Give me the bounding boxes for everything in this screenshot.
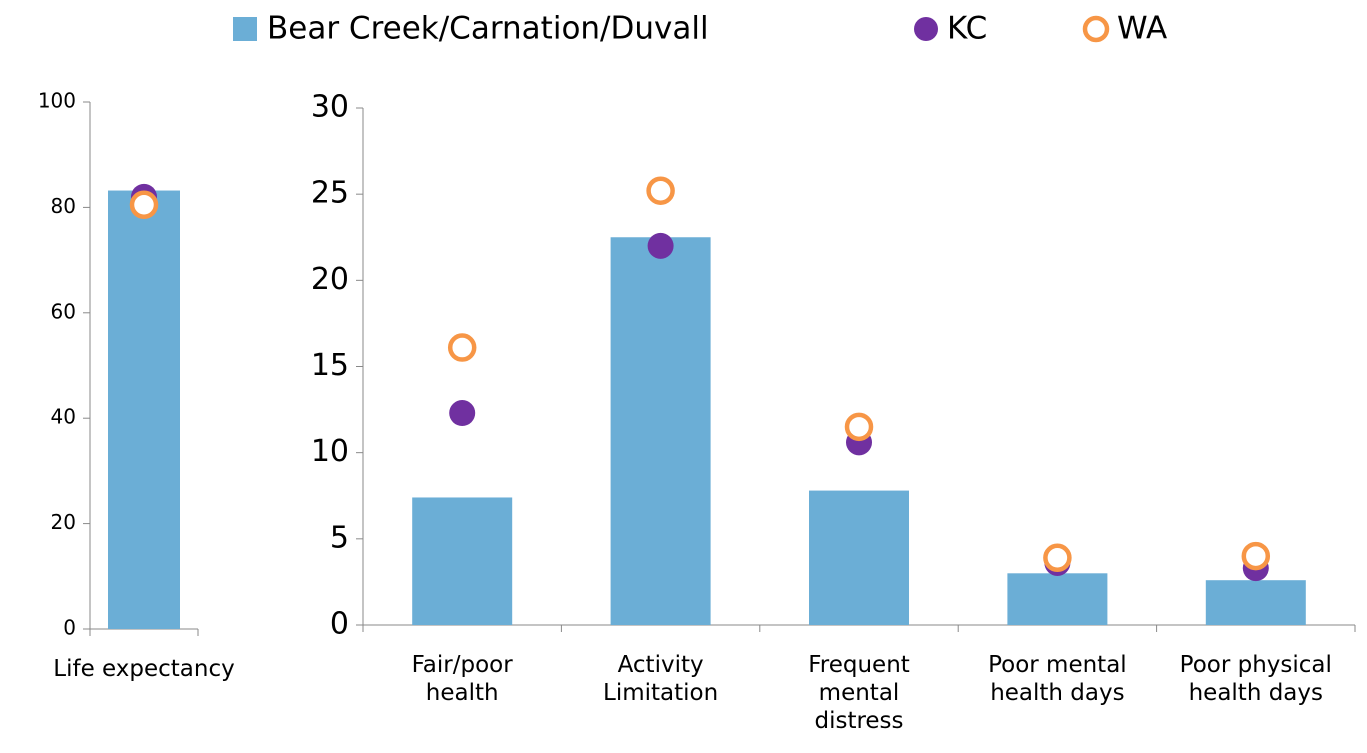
y-tick-label: 0 xyxy=(330,607,349,642)
legend-label: Bear Creek/Carnation/Duvall xyxy=(267,11,709,47)
ring-marker xyxy=(844,412,874,442)
y-tick-label: 80 xyxy=(51,194,76,218)
y-tick-label: 30 xyxy=(311,90,349,125)
y-tick-label: 20 xyxy=(311,262,349,297)
bar xyxy=(108,190,180,629)
ring-marker xyxy=(129,190,159,220)
y-tick-label: 25 xyxy=(311,176,349,211)
legend-swatch xyxy=(914,17,938,41)
x-tick-label: Activity Limitation xyxy=(603,652,719,706)
y-tick-label: 60 xyxy=(51,299,76,323)
dot-marker xyxy=(647,232,674,259)
ring-marker xyxy=(646,176,675,205)
ring-marker xyxy=(447,333,477,362)
y-tick-label: 40 xyxy=(51,405,76,429)
y-tick-label: 5 xyxy=(330,520,349,555)
legend-swatch xyxy=(1082,15,1110,43)
legend-label: WA xyxy=(1117,11,1167,47)
bar xyxy=(610,237,711,625)
y-tick-label: 15 xyxy=(311,348,349,383)
ring-marker xyxy=(1043,543,1072,573)
y-tick-label: 100 xyxy=(38,89,76,113)
bar xyxy=(809,490,909,625)
x-tick-label: Frequent mental distress xyxy=(808,652,910,734)
bar xyxy=(412,497,513,625)
bar xyxy=(1205,580,1306,625)
x-tick-label: Poor physical health days xyxy=(1179,652,1332,706)
x-tick-label: Poor mental health days xyxy=(988,652,1127,706)
bar xyxy=(1007,573,1108,625)
legend-swatch xyxy=(233,17,257,41)
y-tick-label: 10 xyxy=(311,434,349,469)
legend-label: KC xyxy=(947,11,987,47)
ring-marker xyxy=(1241,541,1271,571)
x-tick-label: Fair/poor health xyxy=(411,652,513,706)
y-tick-label: 20 xyxy=(51,510,76,534)
dot-marker xyxy=(449,400,476,427)
x-tick-label: Life expectancy xyxy=(53,656,235,682)
y-tick-label: 0 xyxy=(63,616,76,640)
